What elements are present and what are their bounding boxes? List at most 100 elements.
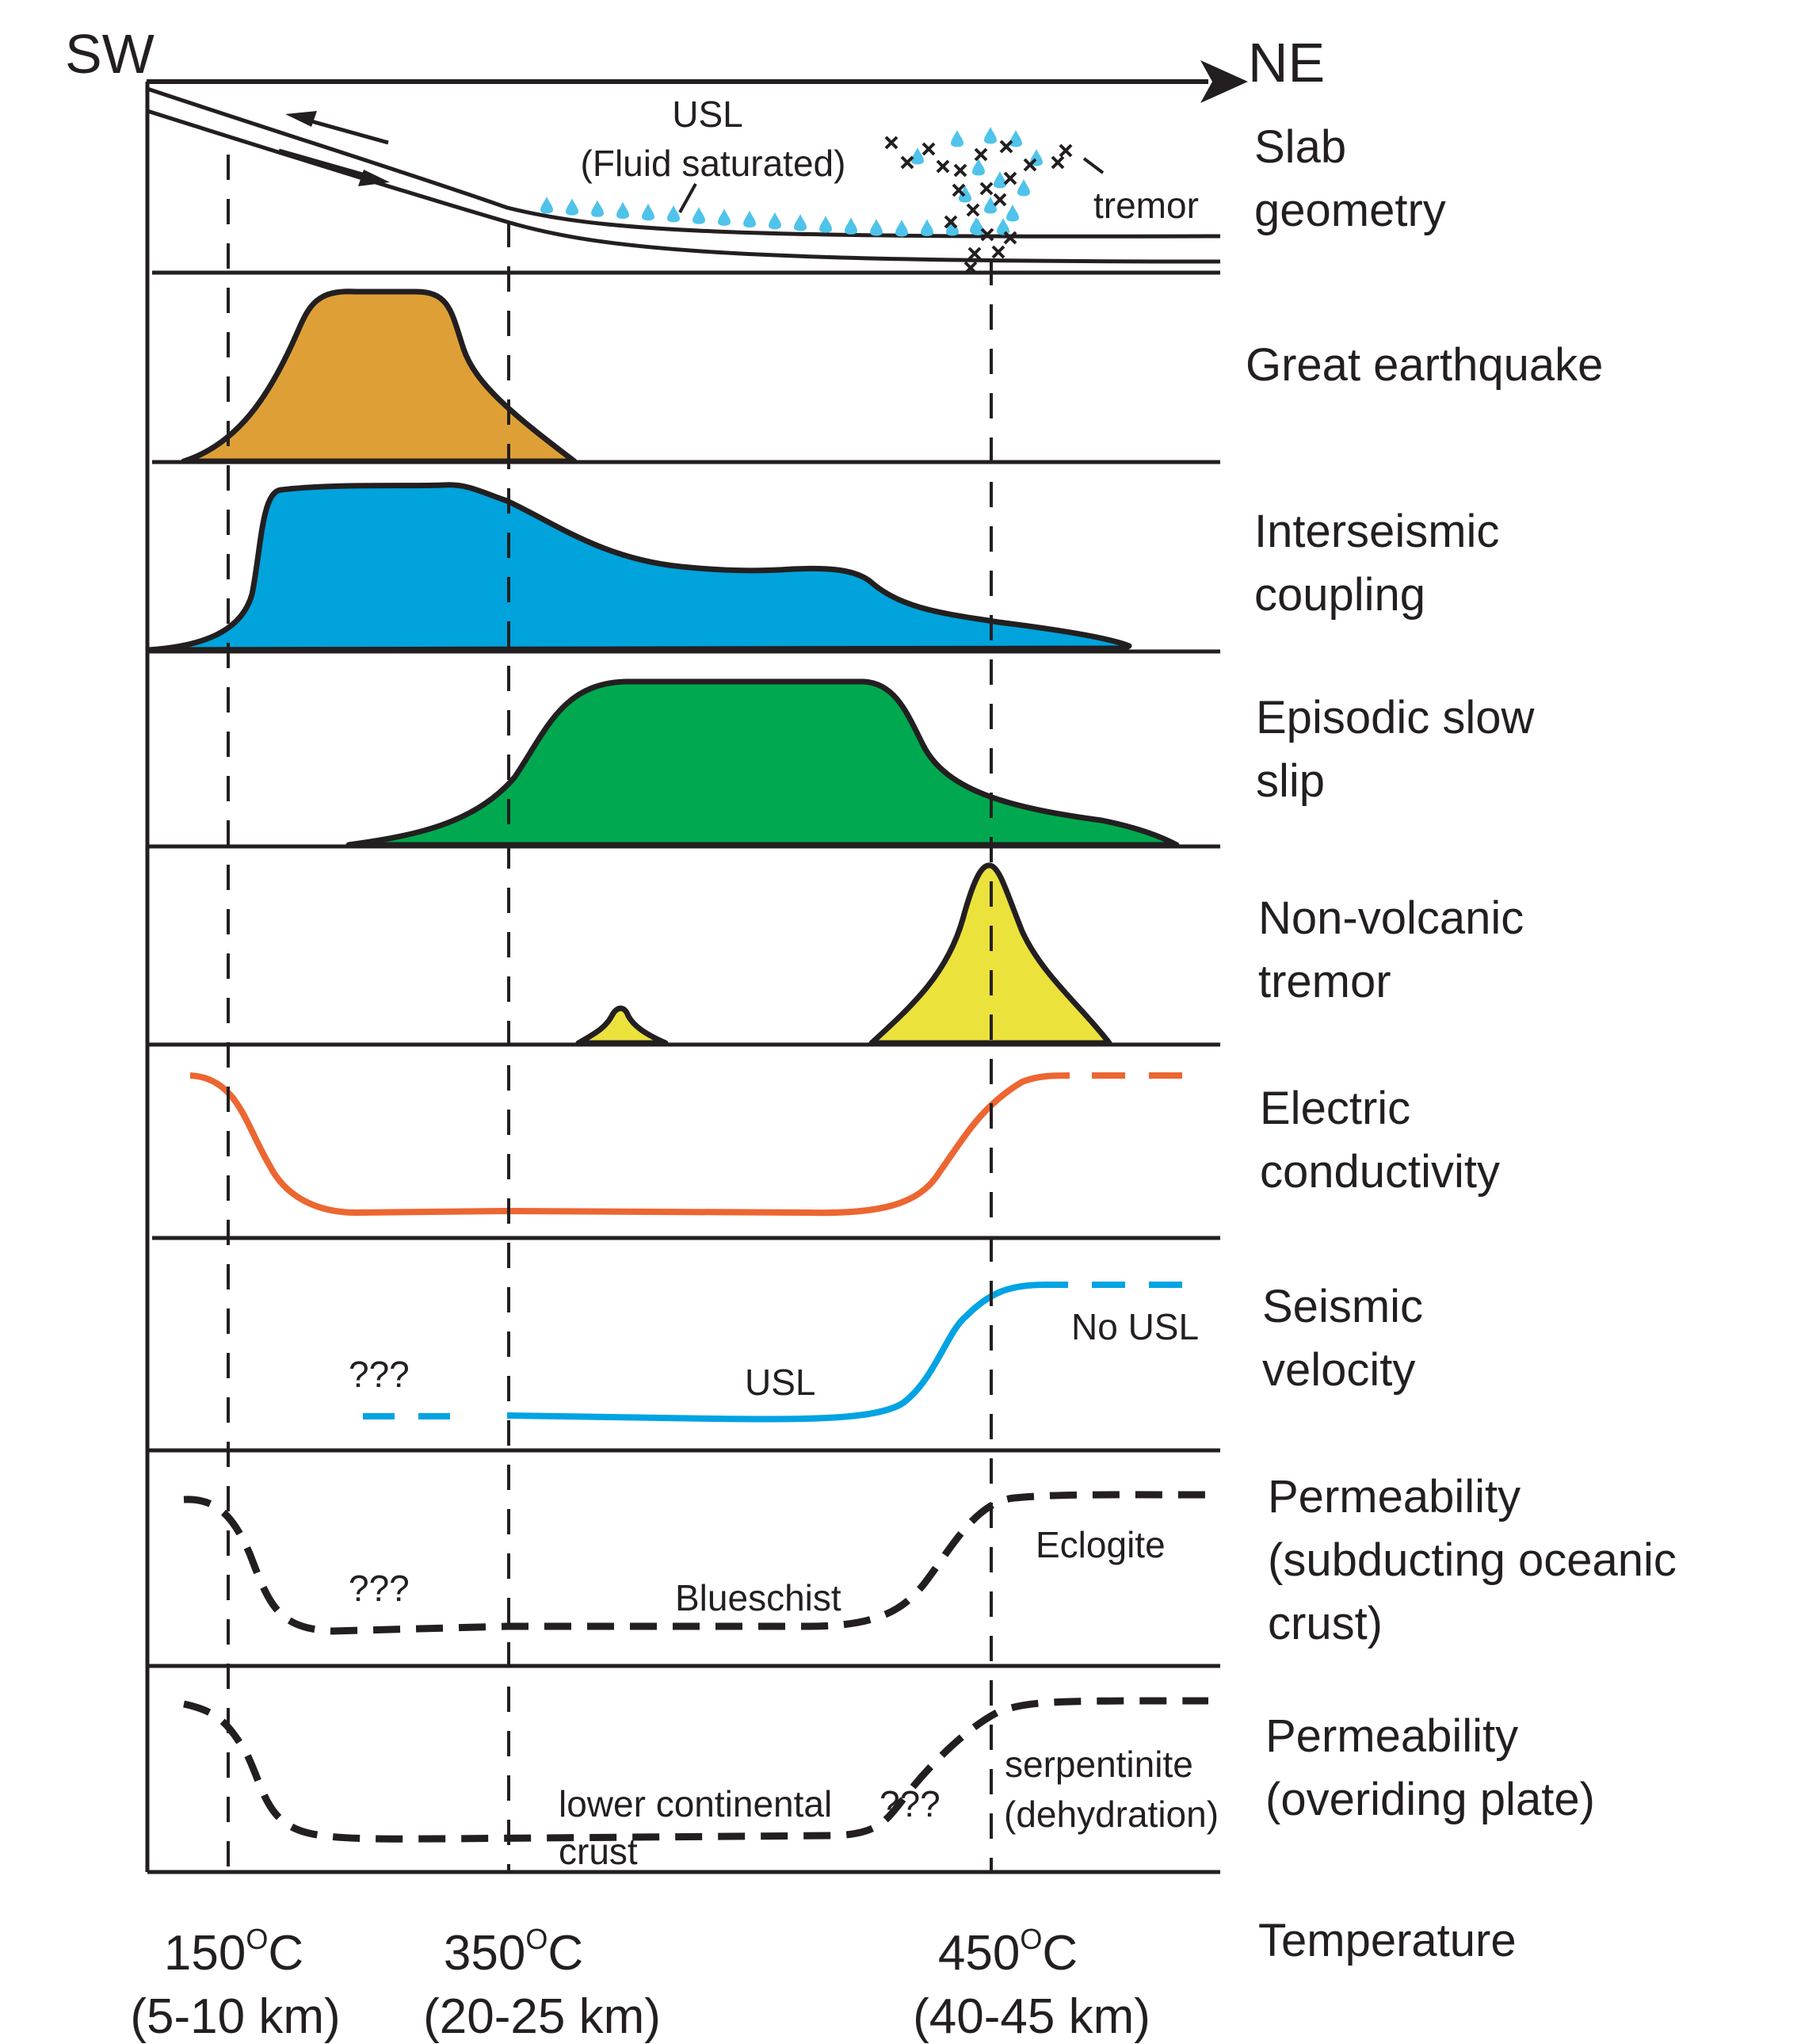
- temperature-unit: C: [1042, 1926, 1078, 1981]
- tremor-x-icon: [999, 139, 1013, 154]
- fluid-drop-icon: [994, 171, 1006, 189]
- fluid-drop-icon: [972, 159, 985, 176]
- fluid-drop-icon: [845, 217, 857, 235]
- fluid-drop-icon: [959, 185, 971, 203]
- blueschist-label: Blueschist: [675, 1577, 841, 1618]
- fluid-drop-icon: [1006, 204, 1019, 222]
- fluid-drops: [540, 127, 1043, 237]
- interseismic-coupling-label-line: coupling: [1254, 569, 1425, 621]
- fluid-drop-icon: [642, 203, 654, 221]
- permeability-oceanic-label-line: Permeability: [1268, 1471, 1521, 1522]
- fluid-drop-icon: [566, 198, 578, 216]
- fluid-drop-icon: [540, 197, 553, 214]
- temperature-label: Temperature: [1258, 1915, 1517, 1966]
- fluid-drop-icon: [921, 219, 933, 236]
- great-earthquake-label: Great earthquake: [1246, 339, 1603, 391]
- slip-direction-arrow-lower: [278, 148, 377, 181]
- tremor-x-icon: [980, 227, 994, 242]
- slab-geometry-label-line: Slab: [1254, 121, 1346, 173]
- direction-sw-label: SW: [65, 23, 155, 85]
- fluid-drop-icon: [743, 210, 756, 228]
- dehydration-label: (dehydration): [1004, 1794, 1219, 1835]
- non-volcanic-tremor-label-line: Non-volcanic: [1258, 892, 1524, 944]
- fluid-drop-icon: [819, 216, 832, 233]
- no-usl-label: No USL: [1071, 1306, 1199, 1347]
- seismic-velocity-label-line: Seismic: [1262, 1281, 1423, 1332]
- direction-ne-label: NE: [1248, 32, 1325, 94]
- fluid-drop-icon: [591, 200, 604, 217]
- depth-20-25: (20-25 km): [423, 1989, 661, 2044]
- fluid-drop-icon: [970, 217, 983, 235]
- temperature-degree-mark: O: [1020, 1923, 1042, 1955]
- permeability-oceanic-label: Permeability (subducting oceanic crust): [1268, 1471, 1689, 1649]
- fluid-drop-icon: [693, 207, 705, 224]
- lower-continental-label: lower continental: [559, 1783, 832, 1824]
- temperature-350: 350OC: [444, 1923, 583, 1981]
- tremor-x-icon: [952, 183, 966, 197]
- slab-geometry-label: Slab geometry: [1254, 121, 1446, 236]
- depth-40-45: (40-45 km): [913, 1989, 1150, 2044]
- temperature-value: 150: [164, 1926, 246, 1981]
- slip-arrowhead-left-icon: [285, 111, 317, 127]
- seismic-velocity-label: Seismic velocity: [1262, 1281, 1436, 1396]
- seismic-unknown-marks: ???: [349, 1354, 410, 1395]
- row-labels: Slab geometry Great earthquake Interseis…: [1246, 121, 1689, 1966]
- tremor-x-icon: [1023, 158, 1037, 172]
- permeability-overriding-label-line: (overiding plate): [1265, 1774, 1595, 1825]
- great-earthquake-profile: [181, 288, 578, 464]
- tremor-marks: [884, 136, 1073, 275]
- non-volcanic-tremor-label: Non-volcanic tremor: [1258, 892, 1536, 1007]
- fluid-drop-icon: [616, 201, 629, 220]
- slip-arrowhead-right-icon: [358, 170, 390, 186]
- fluid-saturated-label: (Fluid saturated): [581, 143, 846, 184]
- temperature-label-line: Temperature: [1258, 1915, 1517, 1966]
- fluid-drop-icon: [984, 127, 997, 144]
- temperature-degree-mark: O: [525, 1923, 548, 1955]
- slab-upper-interface: [147, 86, 1221, 239]
- temperature-value: 450: [938, 1926, 1020, 1981]
- direction-arrowhead-icon: [1200, 60, 1248, 103]
- tremor-x-icon: [1003, 231, 1017, 245]
- fluid-drop-icon: [870, 219, 883, 236]
- temperature-450: 450OC: [938, 1923, 1078, 1981]
- non-volcanic-tremor-label-line: tremor: [1258, 956, 1391, 1007]
- tremor-label: tremor: [1093, 185, 1199, 226]
- tremor-x-icon: [944, 215, 958, 229]
- tremor-x-icon: [967, 246, 982, 261]
- temperature-unit: C: [268, 1926, 303, 1981]
- episodic-slow-slip-label-line: slip: [1256, 755, 1325, 807]
- fluid-drop-icon: [997, 218, 1009, 235]
- tremor-x-icon: [966, 203, 980, 217]
- tremor-x-icon: [974, 147, 988, 162]
- interseismic-coupling-label: Interseismic coupling: [1254, 506, 1513, 621]
- slab-geometry-label-line: geometry: [1254, 185, 1446, 236]
- tremor-x-icon: [953, 163, 967, 178]
- tremor-x-icon: [936, 159, 950, 174]
- fluid-drop-icon: [1009, 130, 1022, 147]
- oceanic-unknown-marks: ???: [349, 1568, 410, 1609]
- fluid-drop-icon: [718, 208, 731, 226]
- seismic-velocity-label-line: velocity: [1262, 1344, 1415, 1396]
- fluid-drop-icon: [1017, 179, 1030, 197]
- tremor-x-icon: [921, 142, 936, 156]
- slab-lower-interface: [147, 109, 1221, 264]
- serpentinite-label: serpentinite: [1005, 1744, 1193, 1785]
- permeability-oceanic-curve: [183, 1491, 1209, 1635]
- interseismic-coupling-label-line: Interseismic: [1254, 506, 1499, 557]
- permeability-overriding-curve: [183, 1697, 1209, 1843]
- temperature-150: 150OC: [164, 1923, 303, 1981]
- tremor-x-icon: [993, 193, 1007, 207]
- tremor-x-icon: [1003, 171, 1017, 185]
- fluid-drop-icon: [911, 147, 924, 165]
- eclogite-label: Eclogite: [1036, 1524, 1166, 1565]
- crust-label: crust: [559, 1831, 638, 1872]
- tremor-x-icon: [1059, 143, 1073, 158]
- tremor-x-icon: [963, 261, 978, 275]
- overriding-unknown-marks: ???: [880, 1783, 941, 1824]
- electric-conductivity-curve: [189, 1072, 1070, 1217]
- tremor-x-icon: [979, 181, 994, 196]
- fluid-drop-icon: [769, 212, 781, 230]
- fluid-drop-icon: [951, 130, 963, 147]
- temperature-degree-mark: O: [246, 1923, 268, 1955]
